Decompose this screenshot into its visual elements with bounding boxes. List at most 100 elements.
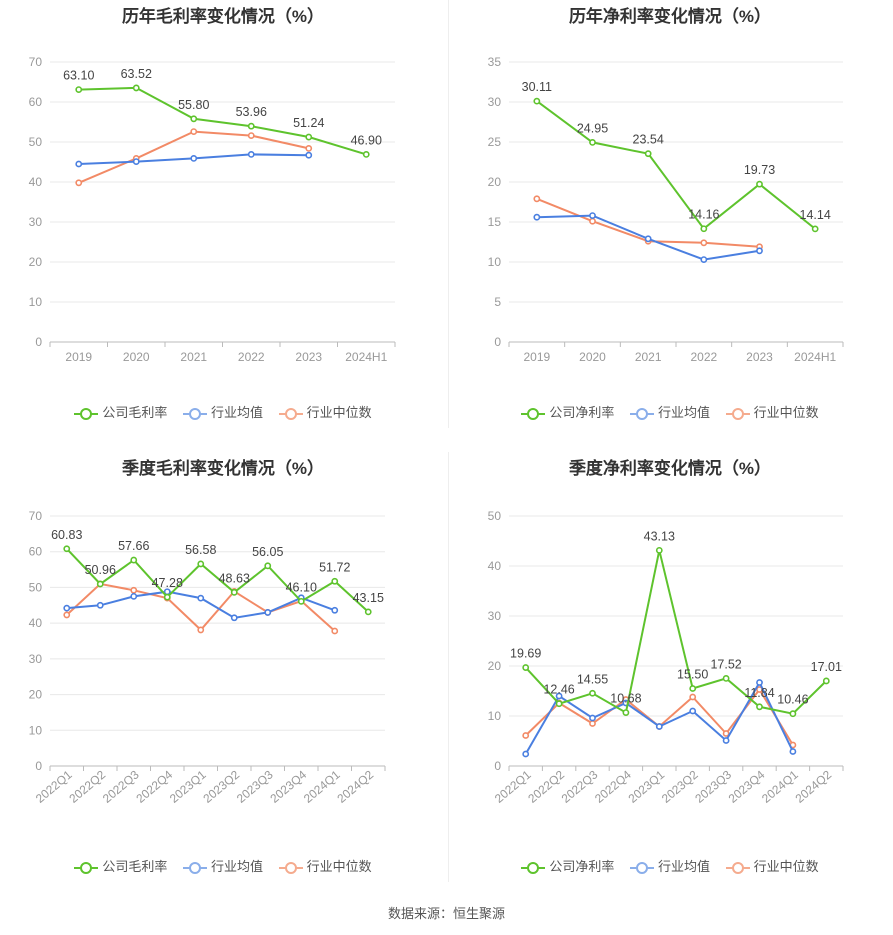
y-tick-label: 50	[29, 580, 43, 594]
data-label: 19.69	[510, 647, 541, 661]
y-tick-label: 5	[494, 295, 501, 309]
data-point-company	[132, 84, 140, 92]
y-tick-label: 30	[29, 215, 43, 229]
data-point-company	[700, 225, 708, 233]
data-point-avg	[789, 748, 797, 755]
y-tick-label: 25	[488, 135, 502, 149]
data-label: 46.90	[351, 133, 382, 147]
data-point-company	[811, 225, 819, 233]
data-label: 10.68	[610, 692, 641, 706]
data-point-company	[197, 560, 205, 568]
legend-item-avg[interactable]: 行业均值	[629, 856, 710, 875]
data-point-avg	[230, 614, 238, 622]
legend-marker-icon	[521, 861, 546, 874]
data-point-company	[644, 150, 652, 158]
chart-title: 季度净利率变化情况（%）	[568, 459, 772, 478]
data-point-company	[247, 122, 255, 130]
legend-marker-icon	[182, 407, 207, 420]
panel-divider	[448, 0, 449, 428]
data-point-company	[756, 180, 763, 188]
legend-item-company[interactable]: 公司净利率	[521, 402, 614, 421]
legend-item-avg[interactable]: 行业均值	[182, 402, 263, 421]
legend-item-median[interactable]: 行业中位数	[278, 402, 372, 421]
legend-item-avg[interactable]: 行业均值	[182, 856, 263, 875]
legend-marker-icon	[629, 407, 654, 420]
x-tick-label: 2023Q1	[626, 767, 668, 805]
chart-panel-quarterly-gross: 季度毛利率变化情况（%） 0 10 20 30 40 50 60 70 2022Q1 2022Q2…	[0, 452, 446, 906]
data-point-avg	[96, 601, 104, 609]
legend-marker-icon	[725, 407, 750, 420]
data-label: 51.24	[293, 116, 324, 130]
data-point-avg	[247, 150, 255, 158]
data-point-avg	[63, 604, 71, 612]
x-tick-label: 2024Q2	[793, 767, 835, 805]
y-tick-label: 0	[35, 759, 42, 773]
data-point-company	[689, 685, 697, 692]
legend-marker-icon	[278, 861, 303, 874]
x-tick-label: 2021	[180, 350, 207, 364]
series-line-company	[536, 100, 816, 231]
data-point-company	[822, 677, 830, 685]
data-point-median	[533, 195, 541, 203]
legend-marker-icon	[725, 861, 750, 874]
data-point-median	[247, 132, 255, 139]
x-tick-label: 2023Q2	[200, 767, 242, 805]
legend-item-median[interactable]: 行业中位数	[725, 856, 819, 875]
data-label: 48.63	[219, 571, 250, 585]
data-point-median	[197, 626, 205, 634]
data-source-note: 数据来源：恒生聚源	[387, 906, 505, 921]
data-point-avg	[132, 158, 140, 165]
data-point-company	[533, 97, 541, 105]
data-point-avg	[655, 723, 663, 730]
x-tick-label: 2022Q2	[66, 767, 108, 805]
legend-label: 公司净利率	[549, 405, 615, 420]
legend-item-company[interactable]: 公司毛利率	[74, 402, 167, 421]
legend-label: 公司净利率	[549, 859, 615, 874]
chart-annual-net-margin: 0 5 10 15 20 25 30 35 2019 2020 2021 2022 2023 2024H1…	[488, 55, 844, 364]
legend-label: 公司毛利率	[102, 405, 168, 420]
data-label: 56.58	[185, 543, 216, 557]
data-point-avg	[589, 212, 596, 219]
legend-marker-icon	[182, 861, 207, 874]
chart-legend: 公司净利率 行业均值 行业中位数	[447, 856, 893, 875]
data-label: 43.13	[644, 529, 675, 543]
data-point-avg	[756, 679, 763, 686]
data-label: 56.05	[252, 545, 283, 559]
x-tick-label: 2022Q4	[133, 767, 175, 805]
y-tick-label: 60	[29, 95, 43, 109]
y-tick-label: 0	[494, 335, 501, 349]
data-point-avg	[331, 606, 339, 614]
data-point-median	[331, 627, 339, 635]
y-tick-label: 60	[29, 545, 43, 559]
y-tick-label: 40	[488, 559, 502, 573]
data-label: 11.84	[744, 686, 774, 700]
x-tick-label: 2023Q4	[726, 767, 768, 805]
data-label: 24.95	[577, 121, 608, 135]
y-tick-label: 10	[29, 295, 43, 309]
y-tick-label: 40	[29, 175, 43, 189]
x-tick-label: 2023Q3	[234, 767, 276, 805]
data-label: 14.14	[800, 208, 831, 222]
data-point-company	[163, 593, 171, 601]
data-label: 43.15	[353, 591, 384, 605]
data-point-avg	[305, 151, 313, 159]
legend-item-company[interactable]: 公司毛利率	[74, 856, 167, 875]
chart-panel-quarterly-net: 季度净利率变化情况（%） 0 10 20 30 40 50 2022Q1 2022Q2 2022…	[447, 452, 893, 906]
legend-item-median[interactable]: 行业中位数	[725, 402, 819, 421]
data-point-median	[130, 586, 138, 594]
data-point-median	[700, 239, 708, 247]
chart-panel-annual-gross: 历年毛利率变化情况（%） 0 10 20 30 40 50 60 70 2019 2020 2021…	[0, 0, 446, 454]
x-tick-label: 2023Q1	[167, 767, 209, 805]
data-point-company	[331, 577, 339, 585]
legend-label: 行业中位数	[753, 859, 819, 874]
x-tick-label: 2023	[746, 350, 773, 364]
legend-marker-icon	[74, 407, 99, 420]
data-point-avg	[644, 235, 652, 243]
legend-item-avg[interactable]: 行业均值	[629, 402, 710, 421]
legend-item-median[interactable]: 行业中位数	[278, 856, 372, 875]
legend-item-company[interactable]: 公司净利率	[521, 856, 614, 875]
panel-divider	[448, 452, 449, 882]
data-label: 60.83	[51, 528, 82, 542]
data-point-company	[589, 689, 596, 697]
data-label: 10.46	[777, 693, 808, 707]
